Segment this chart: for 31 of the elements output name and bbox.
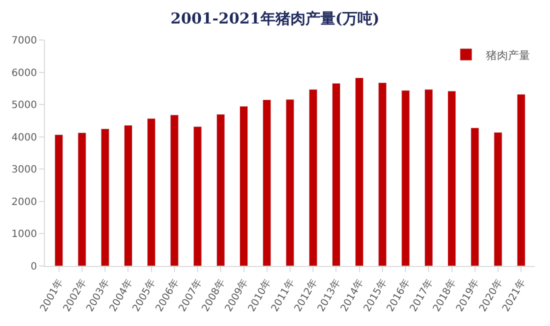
bar: [147, 118, 156, 266]
bar: [470, 128, 480, 266]
y-tick-label: 5000: [12, 100, 37, 112]
bar: [124, 124, 132, 266]
bar: [332, 83, 341, 266]
bar: [308, 89, 318, 266]
bar: [448, 90, 456, 266]
bar: [54, 134, 64, 266]
bar: [286, 99, 294, 266]
y-tick-label: 6000: [12, 68, 37, 79]
y-tick-label: 1000: [12, 229, 37, 240]
bar: [170, 114, 179, 266]
bar: [424, 89, 433, 266]
bar: [193, 126, 202, 266]
bar: [494, 132, 502, 266]
y-tick-label: 3000: [12, 164, 37, 176]
y-tick-label: 2000: [12, 196, 37, 208]
bar: [239, 106, 248, 266]
bar: [78, 132, 86, 266]
bar: [401, 90, 410, 266]
y-tick-label: 0: [30, 262, 37, 272]
bar: [516, 94, 526, 266]
bar: [216, 114, 225, 266]
bar: [355, 78, 364, 266]
y-tick-label: 7000: [12, 36, 37, 46]
bar: [262, 99, 272, 266]
bar: [100, 128, 110, 266]
bar: [378, 82, 387, 266]
legend-label: 猪肉产量: [486, 48, 530, 62]
chart-title: 2001-2021年猪肉产量(万吨): [170, 10, 380, 28]
y-tick-label: 4000: [12, 132, 37, 144]
